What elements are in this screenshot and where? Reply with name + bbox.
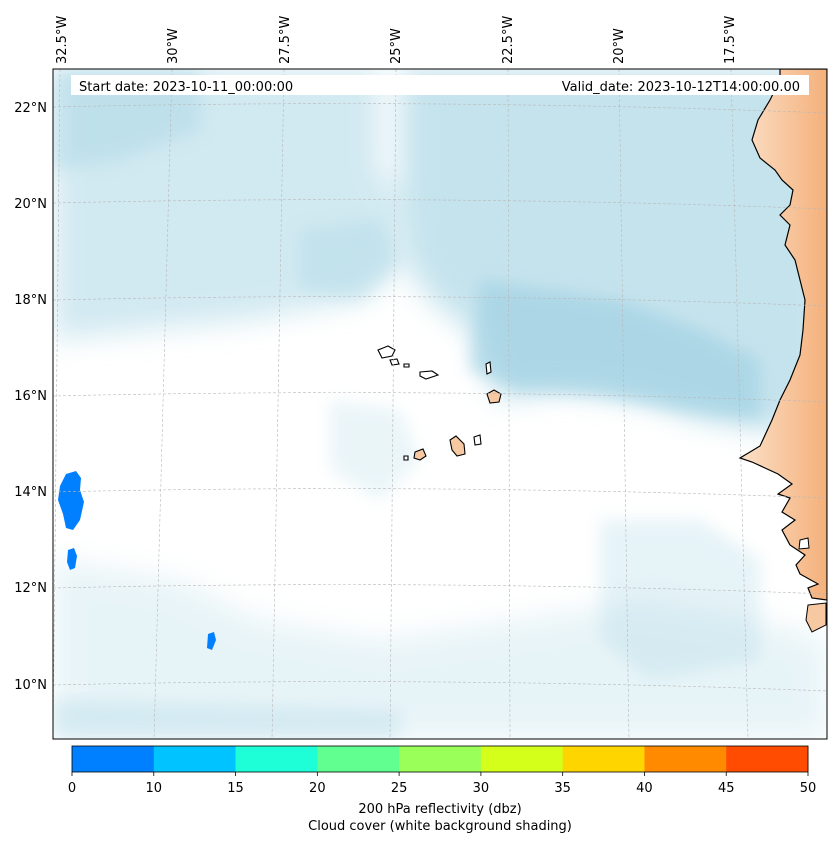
colorbar-label: 200 hPa reflectivity (dbz) [358, 802, 521, 817]
colorbar-segment [399, 746, 482, 772]
lon-label: 20°W [612, 28, 627, 64]
graticule [53, 69, 827, 739]
lon-label: 25°W [389, 28, 404, 64]
colorbar-tick-label: 15 [227, 781, 244, 796]
colorbar-segment [72, 746, 155, 772]
lat-label: 10°N [14, 678, 47, 693]
lon-label: 22.5°W [501, 16, 516, 64]
longitude-labels: 32.5°W 30°W 27.5°W 25°W 22.5°W 20°W 17.5… [55, 16, 738, 64]
colorbar-segment [644, 746, 727, 772]
colorbar-segment [562, 746, 645, 772]
lat-label: 16°N [14, 389, 47, 404]
lat-label: 20°N [14, 197, 47, 212]
colorbar-tick-label: 25 [391, 781, 408, 796]
bijagos-islands [805, 602, 827, 633]
colorbar-tick-label: 30 [473, 781, 490, 796]
colorbar-segment [480, 746, 564, 772]
map-frame [52, 68, 828, 740]
colorbar-segment [235, 746, 318, 772]
lat-label: 22°N [14, 101, 47, 116]
lat-label: 12°N [14, 581, 47, 596]
lon-label: 27.5°W [278, 16, 293, 64]
colorbar-tick-label: 10 [146, 781, 163, 796]
colorbar: 0 10 15 20 25 30 35 40 45 50 200 hPa reflectivity… [68, 745, 817, 834]
colorbar-segment [153, 746, 237, 772]
colorbar-tick-label: 20 [309, 781, 326, 796]
colorbar-tick-label: 50 [800, 781, 817, 796]
colorbar-tick-label: 40 [636, 781, 653, 796]
reflectivity-patches [58, 471, 216, 650]
colorbar-segment [317, 746, 400, 772]
colorbar-frame [71, 745, 809, 773]
colorbar-sublabel: Cloud cover (white background shading) [308, 819, 572, 834]
lon-label: 17.5°W [723, 16, 738, 64]
cape-verde-islands [377, 345, 502, 461]
date-header-box [71, 75, 809, 95]
colorbar-tick-label: 45 [718, 781, 735, 796]
lat-label: 14°N [14, 485, 47, 500]
lat-label: 18°N [14, 293, 47, 308]
lon-label: 32.5°W [55, 16, 70, 64]
colorbar-segment [726, 746, 809, 772]
colorbar-tick-label: 35 [554, 781, 571, 796]
africa-coast-land [738, 69, 827, 601]
latitude-labels: 22°N 20°N 18°N 16°N 14°N 12°N 10°N [14, 101, 47, 693]
start-date-label: Start date: 2023-10-11_00:00:00 [79, 80, 293, 95]
lon-label: 30°W [166, 28, 181, 64]
colorbar-tick-label: 0 [68, 781, 76, 796]
gambia-river [798, 537, 810, 550]
valid-date-label: Valid_date: 2023-10-12T14:00:00.00 [562, 80, 800, 95]
